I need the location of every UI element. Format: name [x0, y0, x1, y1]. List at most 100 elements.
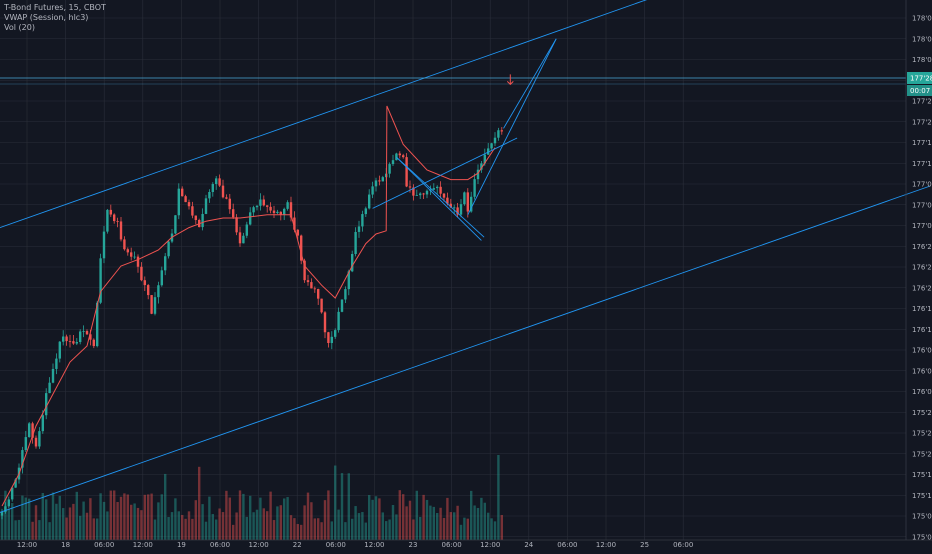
candle-body [446, 197, 449, 204]
x-tick-label: 12:00 [596, 541, 616, 549]
volume-bar [293, 518, 296, 540]
candle-body [174, 215, 177, 234]
candle-body [92, 339, 95, 347]
volume-bar [7, 508, 10, 540]
volume-bar [405, 506, 408, 540]
y-tick-label: 176'08 [912, 347, 932, 355]
volume-bar [317, 518, 320, 540]
candle-body [378, 180, 381, 182]
volume-bar [51, 492, 55, 540]
candle-body [476, 169, 480, 180]
candle-body [55, 358, 58, 369]
candle-body [300, 235, 303, 261]
candle-body [75, 342, 78, 344]
candle-body [235, 217, 238, 233]
candle-body [130, 252, 133, 257]
volume-bar [167, 517, 170, 540]
y-tick-label: 176'16 [912, 305, 932, 313]
volume-bar [286, 497, 289, 540]
y-tick-label: 175'04 [912, 533, 932, 541]
volume-bar [425, 499, 429, 540]
volume-bar [92, 518, 95, 540]
volume-bar [402, 494, 405, 540]
candle-body [381, 177, 384, 182]
y-tick-label: 176'00 [912, 388, 932, 396]
volume-bar [357, 513, 361, 540]
volume-bar [456, 505, 459, 540]
candle-body [412, 187, 415, 196]
y-tick-label: 177'24 [912, 98, 932, 106]
volume-bar [262, 508, 265, 540]
volume-bar [436, 512, 439, 540]
candle-body [483, 154, 486, 164]
candle-body [28, 423, 31, 438]
x-tick-label: 12:00 [133, 541, 153, 549]
candle-body [85, 331, 89, 335]
volume-bar [306, 492, 310, 540]
candle-body [330, 336, 333, 344]
triangle-right [396, 156, 485, 238]
volume-bar [24, 497, 27, 540]
candle-body [51, 368, 55, 383]
volume-bar [201, 504, 204, 540]
candle-body [109, 209, 112, 215]
candle-body [425, 190, 429, 195]
x-tick-label: 06:00 [326, 541, 346, 549]
candle-body [119, 221, 123, 240]
candle-body [391, 160, 395, 165]
volume-bar [323, 500, 327, 540]
volume-bar [340, 473, 344, 540]
candle-body [215, 178, 218, 185]
volume-bar [130, 504, 133, 540]
candle-body [191, 206, 194, 216]
volume-bar [238, 490, 242, 540]
candle-body [113, 214, 116, 222]
candle-body [334, 330, 337, 337]
candle-body [266, 205, 269, 207]
volume-bar [45, 499, 48, 540]
candle-body [357, 226, 361, 232]
volume-bar [62, 508, 65, 540]
candle-body [323, 312, 327, 333]
candle-body [337, 311, 340, 331]
volume-bar [378, 498, 381, 540]
volume-bar [136, 507, 140, 540]
volume-bar [368, 495, 371, 540]
candle-body [7, 499, 10, 507]
x-tick-label: 25 [640, 541, 649, 549]
candle-body [415, 195, 418, 196]
volume-bar [371, 499, 374, 540]
volume-bar [147, 494, 150, 540]
candle-body [500, 130, 503, 132]
volume-bar [221, 512, 225, 540]
candle-body [89, 334, 92, 340]
volume-bar [483, 502, 486, 540]
volume-bar [266, 511, 269, 540]
candle-body [252, 207, 255, 213]
volume-bar [109, 490, 112, 540]
y-tick-label: 175'20 [912, 450, 932, 458]
candle-body [31, 423, 34, 438]
wedge-lower [467, 38, 557, 216]
candle-body [147, 285, 150, 296]
candle-body [368, 194, 371, 209]
candle-body [493, 137, 497, 144]
channel-upper [0, 0, 648, 229]
candle-body [276, 211, 279, 214]
volume-bars [0, 454, 503, 540]
candle-body [405, 157, 408, 187]
x-tick-label: 12:00 [480, 541, 500, 549]
candle-body [150, 295, 153, 314]
candle-body [177, 188, 180, 216]
volume-bar [106, 511, 109, 540]
candle-body [68, 341, 72, 342]
volume-bar [354, 506, 357, 540]
candle-body [4, 506, 7, 513]
volume-bar [204, 521, 208, 540]
volume-bar [391, 504, 395, 540]
y-tick-label: 178'08 [912, 15, 932, 23]
candle-body [48, 382, 51, 394]
candle-body [232, 209, 235, 218]
